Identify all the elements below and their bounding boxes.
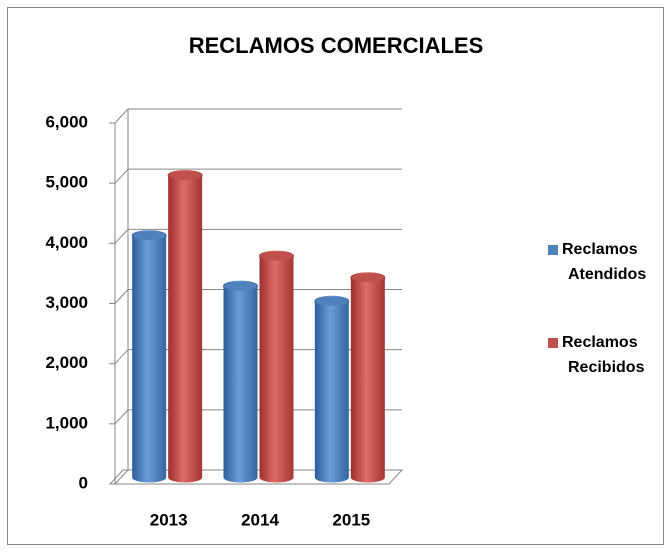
y-tick-label: 2,000	[45, 353, 88, 372]
bar-body	[132, 235, 167, 483]
bar-cap	[314, 295, 350, 307]
chart-title: RECLAMOS COMERCIALES	[189, 33, 484, 58]
bar	[223, 280, 258, 483]
bar	[259, 250, 294, 483]
y-tick-label: 1,000	[45, 413, 88, 432]
bar	[131, 230, 167, 483]
bar	[314, 295, 350, 483]
grid-line	[114, 289, 129, 304]
bar-cap	[131, 230, 167, 242]
legend-swatch	[548, 338, 558, 348]
y-tick-label: 6,000	[45, 112, 88, 131]
y-tick-label: 0	[79, 473, 88, 492]
bar-body	[259, 256, 294, 483]
bar-body	[314, 301, 349, 483]
grid-line	[114, 469, 129, 485]
legend-label: Reclamos Recibidos	[562, 334, 645, 376]
legend-label: Reclamos Atendidos	[562, 241, 646, 283]
y-tick-label: 4,000	[45, 233, 88, 252]
bar	[350, 272, 386, 483]
bar-body	[223, 286, 258, 483]
bar-body	[168, 175, 203, 483]
grid-line	[114, 409, 129, 425]
bar-cap	[223, 280, 258, 292]
bar-cap	[259, 250, 294, 262]
bar-body	[350, 277, 385, 483]
y-tick-label: 3,000	[45, 293, 88, 312]
bar-cap	[350, 272, 386, 284]
bar-cap	[167, 169, 203, 181]
grid-line	[114, 349, 129, 365]
grid-line	[114, 168, 129, 184]
legend-swatch	[548, 245, 558, 255]
bar	[167, 169, 203, 483]
grid-line	[114, 108, 129, 124]
grid-line	[114, 228, 129, 244]
x-tick-label: 2014	[241, 510, 279, 529]
x-tick-label: 2015	[332, 510, 370, 529]
x-tick-label: 2013	[150, 510, 188, 529]
y-tick-label: 5,000	[45, 173, 88, 192]
